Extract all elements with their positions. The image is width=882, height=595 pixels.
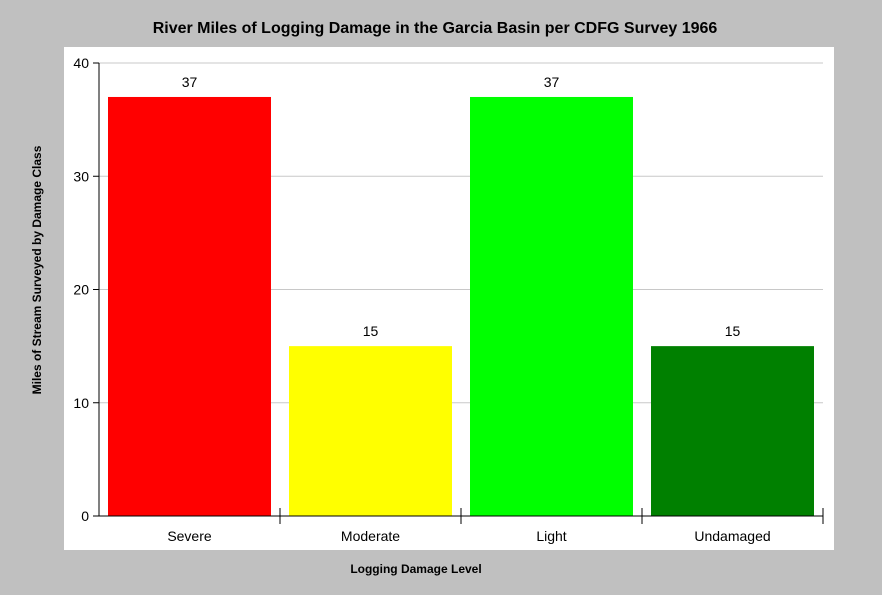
x-tick-label: Moderate: [341, 528, 400, 544]
bar-undamaged: [651, 346, 814, 516]
x-tick-label: Severe: [167, 528, 212, 544]
y-tick-label: 30: [73, 168, 89, 184]
data-label: 15: [725, 323, 741, 339]
data-label: 37: [182, 74, 198, 90]
chart-title: River Miles of Logging Damage in the Gar…: [153, 20, 718, 37]
bar-light: [470, 96, 633, 516]
x-tick-label: Light: [536, 528, 566, 544]
y-tick-label: 0: [81, 508, 89, 524]
y-tick-label: 40: [73, 55, 89, 71]
data-label: 37: [544, 74, 560, 90]
x-axis-title: Logging Damage Level: [350, 562, 481, 576]
data-label: 15: [363, 323, 379, 339]
axes: [93, 62, 824, 524]
labels: 0 10 20 30 40 37 Severe 15 Moderate 37 Light 15 Unda…: [73, 55, 770, 544]
y-tick-label: 10: [73, 395, 89, 411]
bar-severe: [108, 96, 271, 516]
x-tick-label: Undamaged: [694, 528, 770, 544]
y-axis-title: Miles of Stream Surveyed by Damage Class: [30, 145, 44, 394]
bars: [108, 96, 814, 516]
y-tick-label: 20: [73, 282, 89, 298]
bar-moderate: [289, 346, 452, 516]
